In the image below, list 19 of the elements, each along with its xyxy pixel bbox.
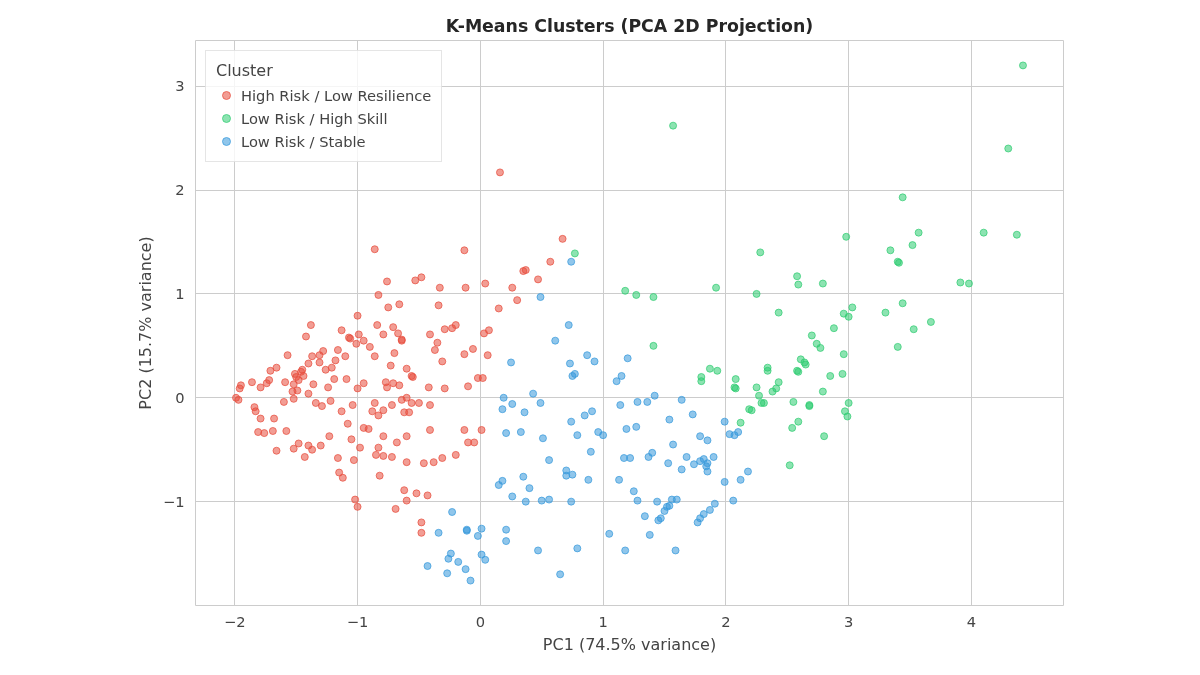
- x-tick-label: 4: [966, 612, 977, 630]
- x-tick-label: 3: [843, 612, 854, 630]
- legend-label: Low Risk / Stable: [241, 132, 366, 150]
- x-tick-label: −2: [223, 612, 246, 630]
- y-tick-label: 3: [175, 77, 185, 95]
- legend-label: High Risk / Low Resilience: [241, 86, 432, 104]
- y-tick-label: 1: [175, 284, 185, 302]
- x-tick-label: 2: [721, 612, 731, 630]
- chart-title: K-Means Clusters (PCA 2D Projection): [445, 15, 814, 36]
- x-tick-label: 0: [475, 612, 485, 630]
- y-tick-label: 0: [175, 388, 185, 406]
- x-axis-title: PC1 (74.5% variance): [542, 634, 717, 654]
- legend-label: Low Risk / High Skill: [241, 109, 388, 127]
- x-tick-label: 1: [598, 612, 608, 630]
- y-tick-label: 2: [175, 181, 185, 199]
- y-tick-label: −1: [162, 492, 185, 510]
- y-axis-title: PC2 (15.7% variance): [135, 236, 155, 410]
- x-tick-label: −1: [346, 612, 369, 630]
- legend-title: Cluster: [216, 61, 274, 80]
